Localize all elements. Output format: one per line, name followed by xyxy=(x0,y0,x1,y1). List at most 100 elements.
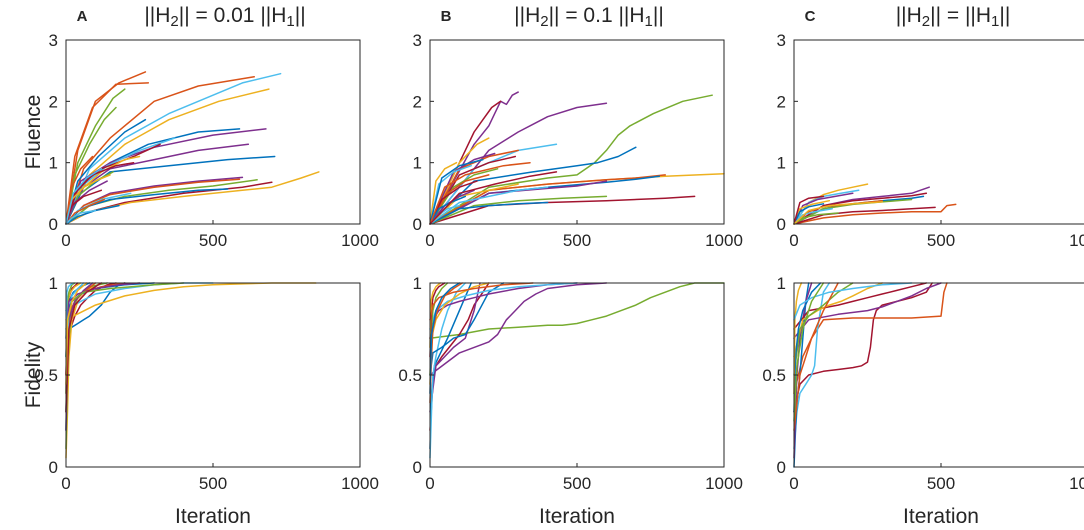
x-tick-label: 0 xyxy=(61,474,70,493)
y-tick-label: 1 xyxy=(413,154,422,173)
x-tick-label: 1000 xyxy=(341,474,379,493)
panel-b-fidelity: 0 500 1000 0 0.5 1 Iteration xyxy=(398,274,743,528)
series-line xyxy=(793,282,831,450)
y-tick-label: 1 xyxy=(49,274,58,293)
series-line xyxy=(429,282,725,339)
series-line xyxy=(429,195,608,225)
panel-b-fluence: 0 500 1000 0 1 2 3 B ||H2|| = 0.1 ||H1|| xyxy=(413,4,743,250)
series-line xyxy=(793,203,957,225)
panel-a-fluence: 0 500 1000 0 1 2 3 Fluence A ||H2|| = 0.01 ||H1|| xyxy=(22,4,379,250)
axes-frame xyxy=(65,39,361,225)
series-line xyxy=(65,282,103,413)
series-line xyxy=(793,282,825,422)
series-line xyxy=(793,203,825,225)
x-tick-label: 500 xyxy=(563,474,591,493)
y-tick-label: 0 xyxy=(413,215,422,234)
x-tick-label: 500 xyxy=(927,231,955,250)
y-tick-label: 2 xyxy=(49,92,58,111)
series-line xyxy=(429,137,490,225)
x-tick-label: 1000 xyxy=(705,474,743,493)
y-tick-label: 3 xyxy=(777,31,786,50)
series-line xyxy=(429,171,558,225)
series-line xyxy=(65,155,94,225)
series-line xyxy=(429,282,467,459)
series-line xyxy=(65,168,103,225)
y-tick-label: 0 xyxy=(777,215,786,234)
series-line xyxy=(793,282,822,413)
x-axis-label: Iteration xyxy=(903,505,979,528)
series-line xyxy=(429,282,505,376)
series-line xyxy=(429,91,519,225)
series-line xyxy=(793,282,839,431)
panel-letter: C xyxy=(805,8,816,25)
y-tick-label: 0 xyxy=(413,458,422,477)
panel-letter: B xyxy=(441,8,452,25)
x-tick-label: 0 xyxy=(789,474,798,493)
x-tick-label: 500 xyxy=(199,231,227,250)
x-tick-label: 0 xyxy=(425,231,434,250)
series-line xyxy=(793,282,948,395)
x-tick-label: 1000 xyxy=(705,231,743,250)
y-tick-label: 1 xyxy=(777,154,786,173)
y-tick-label: 0 xyxy=(49,215,58,234)
series-line xyxy=(429,282,608,376)
y-tick-label: 1 xyxy=(49,154,58,173)
series-line xyxy=(65,72,282,225)
series-line xyxy=(793,282,803,395)
y-axis-label: Fidelity xyxy=(22,341,45,408)
y-tick-label: 0.5 xyxy=(34,366,58,385)
x-tick-label: 500 xyxy=(927,474,955,493)
axes-frame xyxy=(65,282,361,468)
y-tick-label: 3 xyxy=(413,31,422,50)
series-line xyxy=(793,282,913,321)
y-tick-label: 0.5 xyxy=(762,366,786,385)
x-tick-label: 0 xyxy=(789,231,798,250)
series-line xyxy=(429,180,478,225)
panel-title: ||H2|| = ||H1|| xyxy=(896,4,1011,30)
x-axis-label: Iteration xyxy=(539,505,615,528)
series-line xyxy=(65,209,97,225)
series-line xyxy=(429,195,696,225)
series-line xyxy=(429,102,608,225)
y-tick-label: 0 xyxy=(777,458,786,477)
y-tick-label: 2 xyxy=(413,92,422,111)
x-tick-label: 1000 xyxy=(341,231,379,250)
series-line xyxy=(65,282,117,413)
series-line xyxy=(429,174,666,225)
x-tick-label: 500 xyxy=(563,231,591,250)
y-tick-label: 1 xyxy=(777,274,786,293)
series-line xyxy=(429,161,531,225)
series-line xyxy=(65,282,88,385)
series-line xyxy=(65,282,75,339)
series-line xyxy=(65,204,120,225)
y-tick-label: 0 xyxy=(49,458,58,477)
panel-a-fidelity: 0 500 1000 0 0.5 1 Fidelity Iteration xyxy=(22,274,379,528)
y-tick-label: 0.5 xyxy=(398,366,422,385)
x-tick-label: 0 xyxy=(425,474,434,493)
series-line xyxy=(429,201,549,225)
series-line xyxy=(429,168,499,225)
series-line xyxy=(793,282,883,358)
y-tick-label: 1 xyxy=(413,274,422,293)
series-line xyxy=(793,206,936,225)
x-tick-label: 0 xyxy=(61,231,70,250)
series-line xyxy=(793,195,825,225)
panel-c-fluence: 0 500 1000 0 1 2 3 C ||H2|| = ||H1|| xyxy=(777,4,1084,250)
series-line xyxy=(429,143,558,225)
series-line xyxy=(429,186,549,225)
y-axis-label: Fluence xyxy=(22,95,45,170)
y-tick-label: 3 xyxy=(49,31,58,50)
series-line xyxy=(65,180,108,225)
series-line xyxy=(429,152,496,225)
series-line xyxy=(429,146,637,225)
series-line xyxy=(429,282,534,321)
series-line xyxy=(65,82,150,225)
series-line xyxy=(429,158,484,225)
series-line xyxy=(793,282,942,339)
series-line xyxy=(429,180,608,225)
series-line xyxy=(429,282,578,339)
x-tick-label: 1000 xyxy=(1069,231,1084,250)
series-line xyxy=(793,201,883,225)
series-line xyxy=(429,282,481,413)
